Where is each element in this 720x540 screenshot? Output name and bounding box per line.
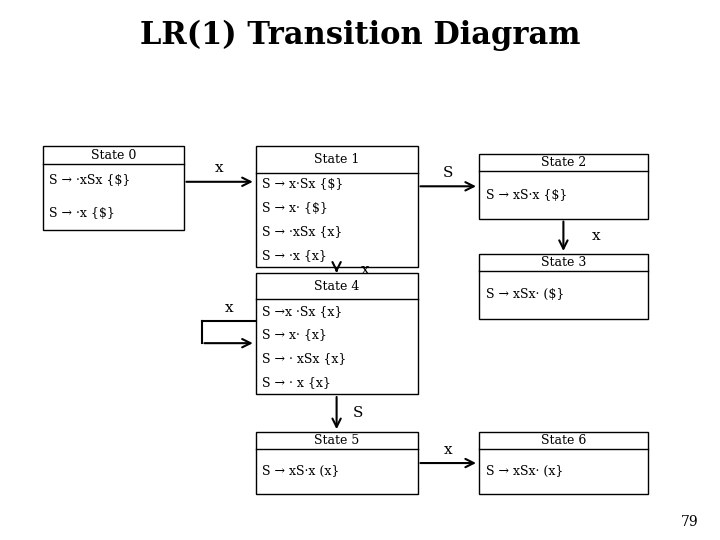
Text: S → x·Sx {$}: S → x·Sx {$} bbox=[262, 178, 343, 191]
Text: State 5: State 5 bbox=[314, 434, 359, 447]
Text: S → x· {$}: S → x· {$} bbox=[262, 201, 328, 214]
Text: State 4: State 4 bbox=[314, 280, 359, 293]
Bar bbox=[256, 273, 418, 394]
Text: x: x bbox=[444, 443, 452, 456]
Text: LR(1) Transition Diagram: LR(1) Transition Diagram bbox=[140, 19, 580, 51]
Bar bbox=[256, 146, 418, 267]
Bar bbox=[479, 432, 648, 494]
Bar bbox=[43, 146, 184, 230]
Text: S → xS·x {$}: S → xS·x {$} bbox=[485, 188, 567, 201]
Text: 79: 79 bbox=[681, 515, 698, 529]
Bar bbox=[479, 154, 648, 219]
Text: State 6: State 6 bbox=[541, 434, 586, 447]
Text: S →x ·Sx {x}: S →x ·Sx {x} bbox=[262, 305, 343, 318]
Text: x: x bbox=[225, 301, 233, 315]
Text: S → · xSx {x}: S → · xSx {x} bbox=[262, 352, 346, 365]
Text: State 3: State 3 bbox=[541, 256, 586, 269]
Text: S → ·x {x}: S → ·x {x} bbox=[262, 249, 327, 262]
Text: S → xSx· (x}: S → xSx· (x} bbox=[485, 465, 563, 478]
Text: x: x bbox=[215, 161, 224, 176]
Text: S → x· {x}: S → x· {x} bbox=[262, 328, 327, 341]
Text: S → ·xSx {$}: S → ·xSx {$} bbox=[49, 174, 130, 187]
Text: S: S bbox=[443, 166, 454, 180]
Text: S → ·xSx {x}: S → ·xSx {x} bbox=[262, 225, 343, 238]
Text: S → · x {x}: S → · x {x} bbox=[262, 376, 331, 389]
Bar bbox=[479, 254, 648, 319]
Bar bbox=[256, 432, 418, 494]
Text: State 2: State 2 bbox=[541, 156, 586, 169]
Text: State 1: State 1 bbox=[314, 153, 359, 166]
Text: State 0: State 0 bbox=[91, 148, 136, 161]
Text: S → xS·x (x}: S → xS·x (x} bbox=[262, 465, 339, 478]
Text: S → xSx· ($}: S → xSx· ($} bbox=[485, 288, 564, 301]
Text: S: S bbox=[353, 406, 364, 420]
Text: x: x bbox=[592, 230, 600, 243]
Text: x: x bbox=[361, 263, 369, 277]
Text: S → ·x {$}: S → ·x {$} bbox=[49, 207, 114, 220]
